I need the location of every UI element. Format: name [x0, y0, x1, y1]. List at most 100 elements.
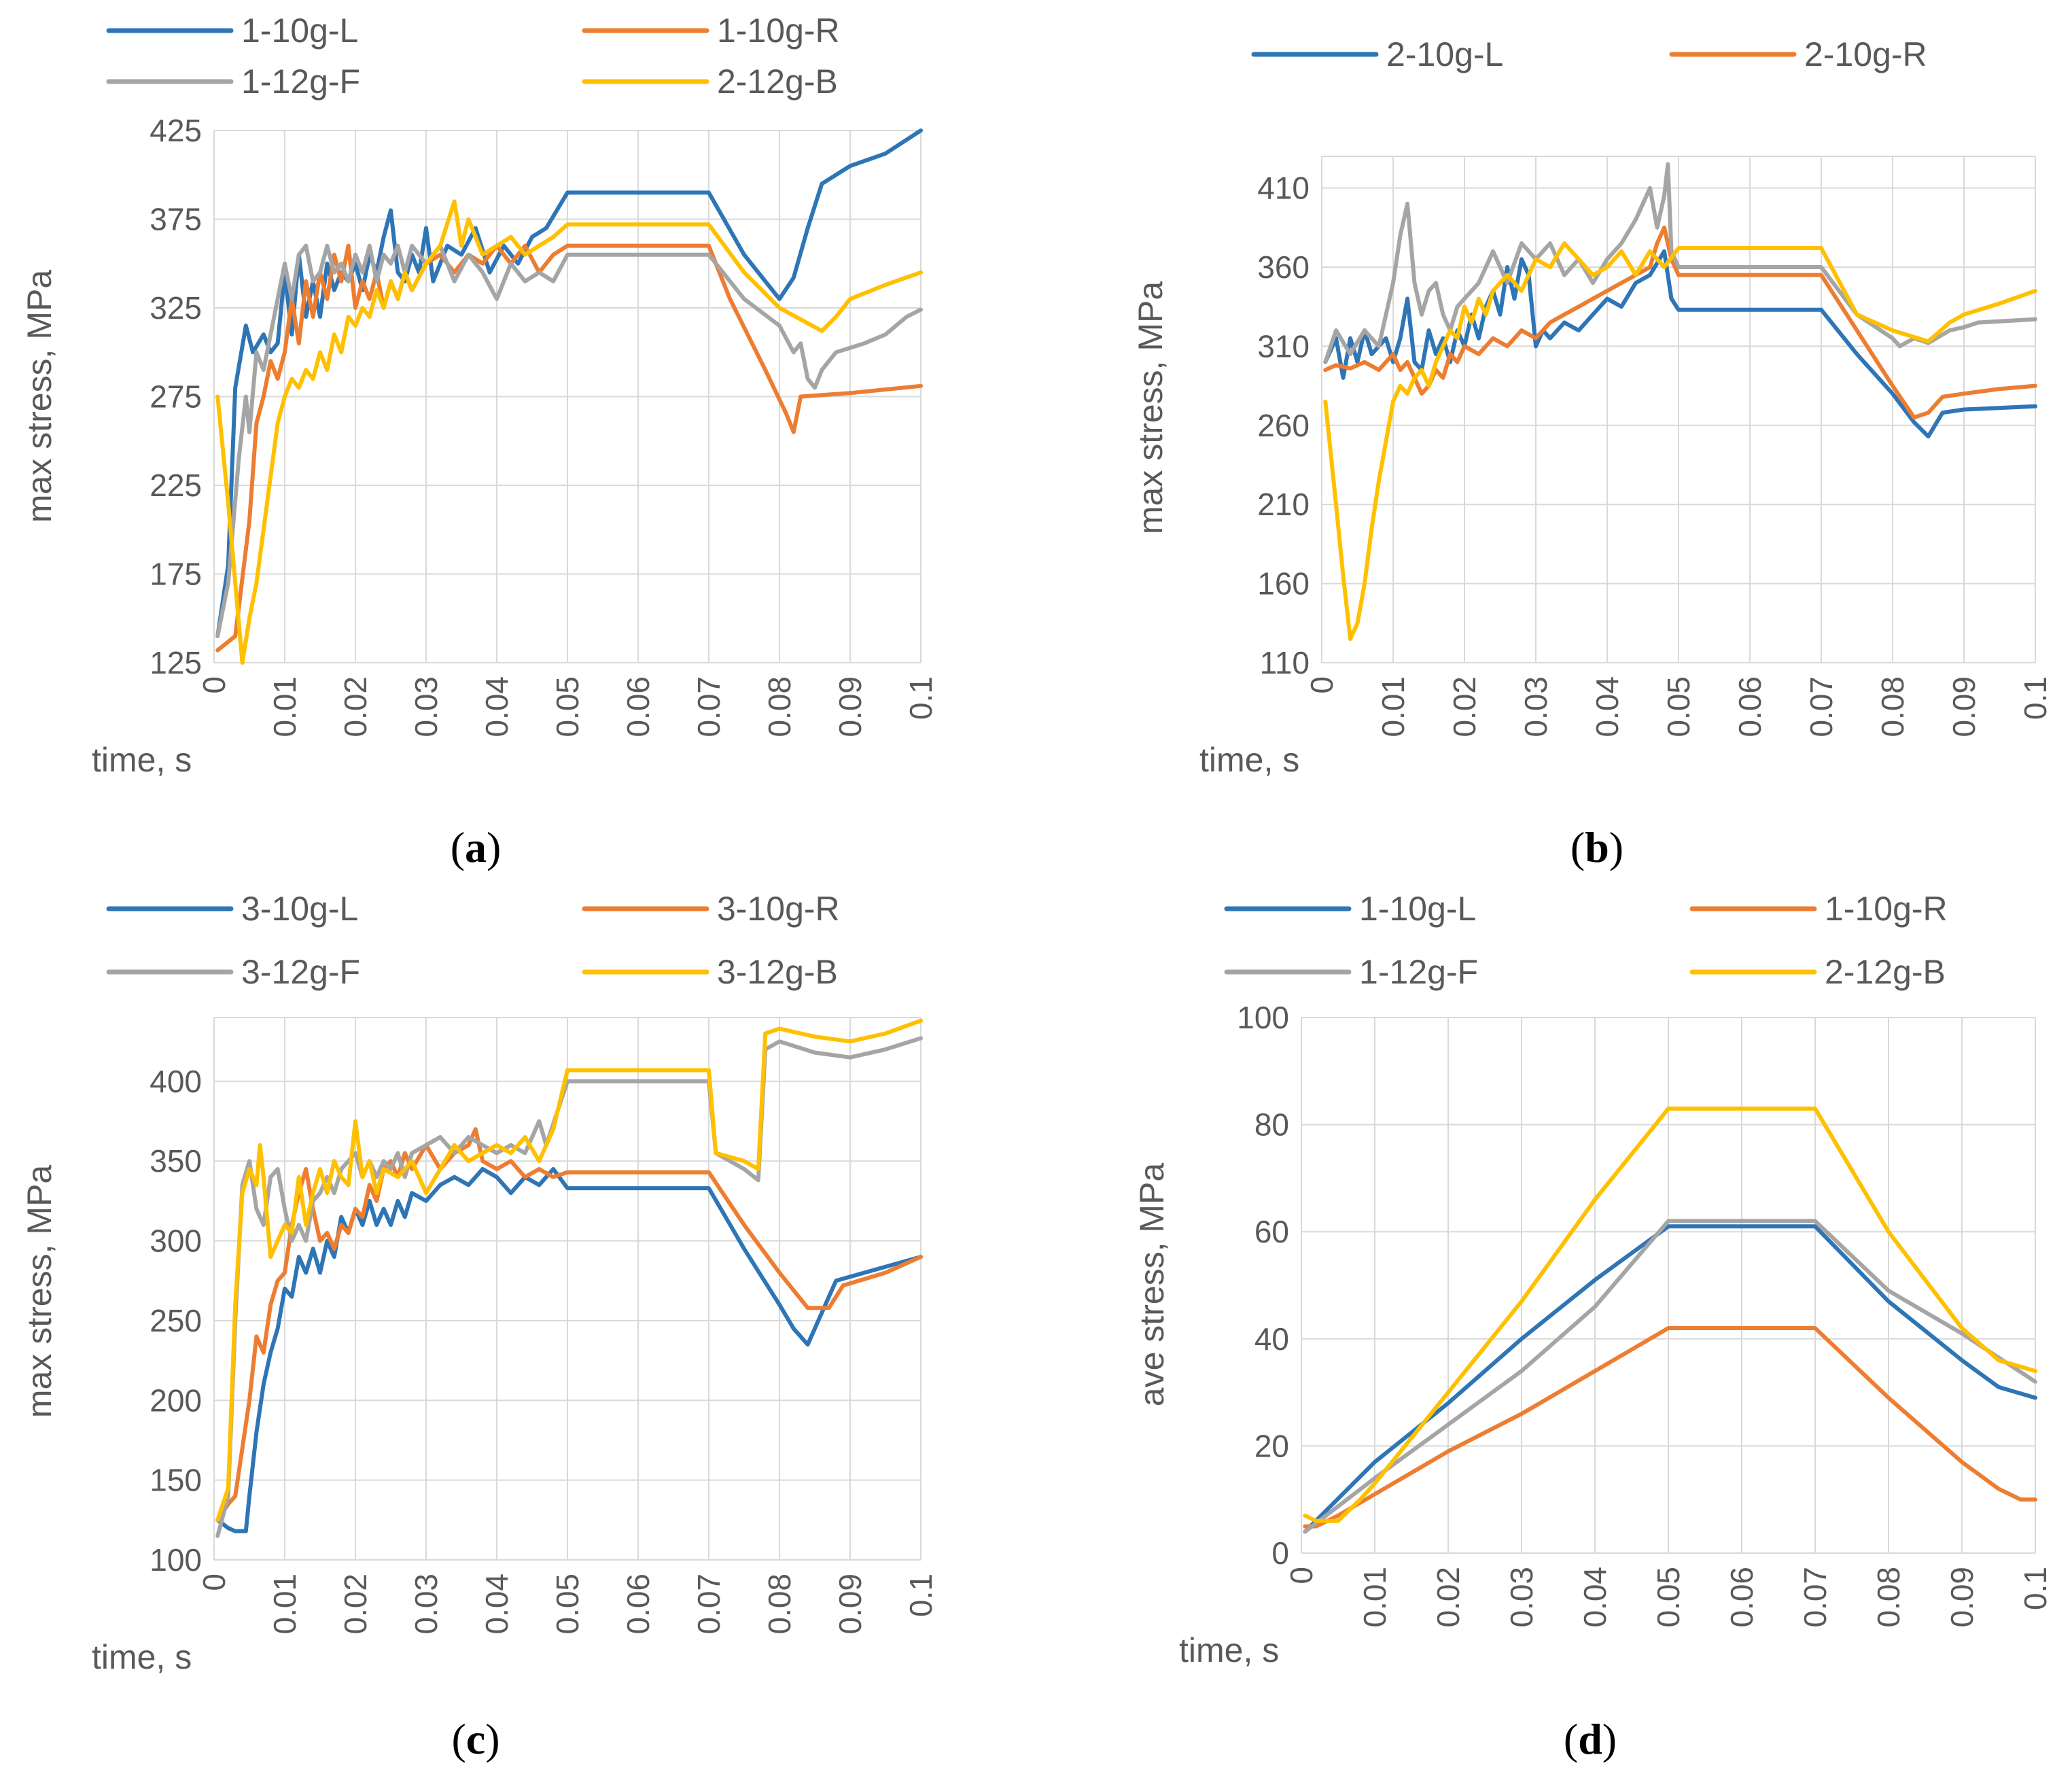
series-line-3-10g-l — [215, 1167, 923, 1533]
y-tick-label: 40 — [1254, 1321, 1289, 1357]
y-tick-label: 225 — [150, 468, 202, 503]
x-tick-label: 0.06 — [1732, 676, 1768, 737]
y-axis-label: max stress, MPa — [1131, 281, 1170, 534]
x-tick-label: 0.08 — [1871, 1567, 1906, 1628]
legend-label-3-10g-r: 3-10g-R — [717, 890, 840, 928]
x-tick-label: 0.1 — [903, 1573, 938, 1617]
x-tick-label: 0.06 — [1724, 1567, 1759, 1628]
panel-caption: (d) — [1564, 1715, 1617, 1763]
legend-label-1-10g-r: 1-10g-R — [1825, 890, 1948, 928]
y-tick-label: 200 — [150, 1383, 202, 1418]
legend-label-2-12g-b: 2-12g-B — [717, 63, 838, 101]
series-line-1-12g-f — [215, 243, 923, 638]
x-tick-label: 0.05 — [1651, 1567, 1686, 1628]
chart-panel-a: 0 0.01 0.02 0.03 0.04 0.05 0.06 0.07 0.08 0.09 0.1… — [20, 12, 938, 871]
x-tick-label: 0.02 — [1447, 676, 1482, 737]
x-tick-label: 0.01 — [267, 1573, 302, 1635]
x-tick-label: 0.03 — [408, 1573, 444, 1635]
y-tick-label: 0 — [1271, 1535, 1289, 1571]
series-line-3-12g-f — [215, 1036, 923, 1538]
y-tick-label: 350 — [150, 1143, 202, 1179]
x-tick-label: 0.01 — [267, 676, 302, 737]
y-axis-label: ave stress, MPa — [1133, 1163, 1171, 1407]
series-line-1-10g-l — [215, 128, 923, 638]
chart-panel-b: 0 0.01 0.02 0.03 0.04 0.05 0.06 0.07 0.08 0.09 0.1… — [1131, 35, 2053, 871]
x-tick-label: 0.02 — [1430, 1567, 1466, 1628]
x-tick-label: 0.07 — [1797, 1567, 1833, 1628]
x-tick-label: 0.08 — [762, 1573, 797, 1635]
legend-label-1-10g-l: 1-10g-L — [1359, 890, 1476, 928]
y-tick-label: 125 — [150, 645, 202, 680]
legend-label-2-10g-r: 2-10g-R — [1804, 35, 1927, 73]
x-tick-label: 0.07 — [691, 676, 726, 737]
x-tick-label: 0.04 — [479, 676, 514, 737]
x-tick-label: 0.08 — [762, 676, 797, 737]
legend-label-2-12g-b: 2-12g-B — [1825, 953, 1946, 991]
series-line-1-12g-f — [1303, 1219, 2037, 1534]
x-tick-label: 0.07 — [1804, 676, 1839, 737]
y-tick-label: 425 — [150, 113, 202, 148]
x-tick-label: 0.09 — [1946, 676, 1982, 737]
y-tick-label: 300 — [150, 1223, 202, 1259]
x-tick-label: 0.09 — [832, 1573, 868, 1635]
chart-panel-c: 0 0.01 0.02 0.03 0.04 0.05 0.06 0.07 0.08 0.09 0.1… — [20, 890, 938, 1763]
x-tick-label: 0 — [196, 1573, 232, 1591]
x-tick-label: 0.05 — [550, 1573, 585, 1635]
series-line-2-10g-r — [1323, 225, 2037, 420]
legend-label-2-10g-l: 2-10g-L — [1386, 35, 1503, 73]
legend-label-1-12g-f: 1-12g-F — [1359, 953, 1478, 991]
y-tick-label: 150 — [150, 1463, 202, 1498]
y-tick-label: 250 — [150, 1303, 202, 1338]
x-tick-label: 0.1 — [903, 676, 938, 720]
y-tick-label: 310 — [1257, 328, 1310, 364]
x-tick-label: 0.03 — [408, 676, 444, 737]
x-tick-label: 0.03 — [1518, 676, 1553, 737]
y-tick-label: 210 — [1257, 487, 1310, 522]
y-tick-label: 110 — [1260, 645, 1310, 680]
x-tick-label: 0.03 — [1504, 1567, 1539, 1628]
legend-label-1-12g-f: 1-12g-F — [241, 63, 360, 101]
series-line-1-10g-l — [1303, 1224, 2037, 1534]
x-tick-label: 0.01 — [1375, 676, 1411, 737]
x-tick-label: 0 — [1304, 676, 1339, 694]
x-tick-label: 0.06 — [620, 676, 656, 737]
x-tick-label: 0 — [1284, 1567, 1319, 1584]
x-tick-label: 0.02 — [338, 676, 373, 737]
series-line-2-10g-b — [1323, 241, 2037, 642]
y-tick-label: 400 — [150, 1064, 202, 1099]
x-tick-label: 0.04 — [479, 1573, 514, 1635]
x-tick-label: 0.04 — [1590, 676, 1625, 737]
legend-label-3-10g-l: 3-10g-L — [241, 890, 358, 928]
y-tick-label: 325 — [150, 290, 202, 326]
x-tick-label: 0.05 — [550, 676, 585, 737]
x-tick-label: 0.04 — [1577, 1567, 1613, 1628]
y-tick-label: 20 — [1254, 1428, 1289, 1463]
series-line-2-10g-l — [1323, 249, 2037, 439]
y-tick-label: 160 — [1257, 566, 1310, 602]
y-tick-label: 100 — [1237, 1000, 1289, 1035]
y-axis-label: max stress, MPa — [20, 270, 58, 523]
series-line-3-12g-b — [215, 1018, 923, 1523]
x-axis-label: time, s — [1179, 1631, 1279, 1669]
x-tick-label: 0.02 — [338, 1573, 373, 1635]
y-tick-label: 60 — [1254, 1214, 1289, 1249]
x-tick-label: 0.06 — [620, 1573, 656, 1635]
legend-label-1-10g-l: 1-10g-L — [241, 12, 358, 50]
legend-label-3-12g-f: 3-12g-F — [241, 953, 360, 991]
x-tick-label: 0.09 — [1944, 1567, 1980, 1628]
y-tick-label: 360 — [1257, 249, 1310, 285]
series-line-1-10g-r — [1303, 1326, 2037, 1529]
x-axis-label: time, s — [1199, 741, 1299, 779]
legend-label-1-10g-r: 1-10g-R — [717, 12, 840, 50]
x-tick-label: 0.08 — [1875, 676, 1910, 737]
series-line-2-10g-f — [1323, 162, 2037, 364]
panel-caption: (c) — [451, 1715, 499, 1763]
x-tick-label: 0.01 — [1357, 1567, 1392, 1628]
y-tick-label: 80 — [1254, 1107, 1289, 1143]
y-tick-label: 410 — [1257, 171, 1310, 206]
y-tick-label: 260 — [1257, 408, 1310, 443]
series-line-2-12g-b — [215, 199, 923, 665]
x-axis-label: time, s — [92, 741, 192, 779]
series-line-2-12g-b — [1303, 1107, 2037, 1523]
